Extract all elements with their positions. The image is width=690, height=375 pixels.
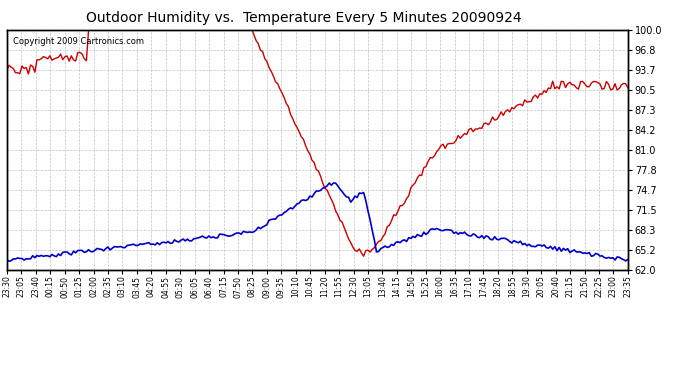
Text: Outdoor Humidity vs.  Temperature Every 5 Minutes 20090924: Outdoor Humidity vs. Temperature Every 5… (86, 11, 522, 25)
Text: Copyright 2009 Cartronics.com: Copyright 2009 Cartronics.com (13, 37, 144, 46)
